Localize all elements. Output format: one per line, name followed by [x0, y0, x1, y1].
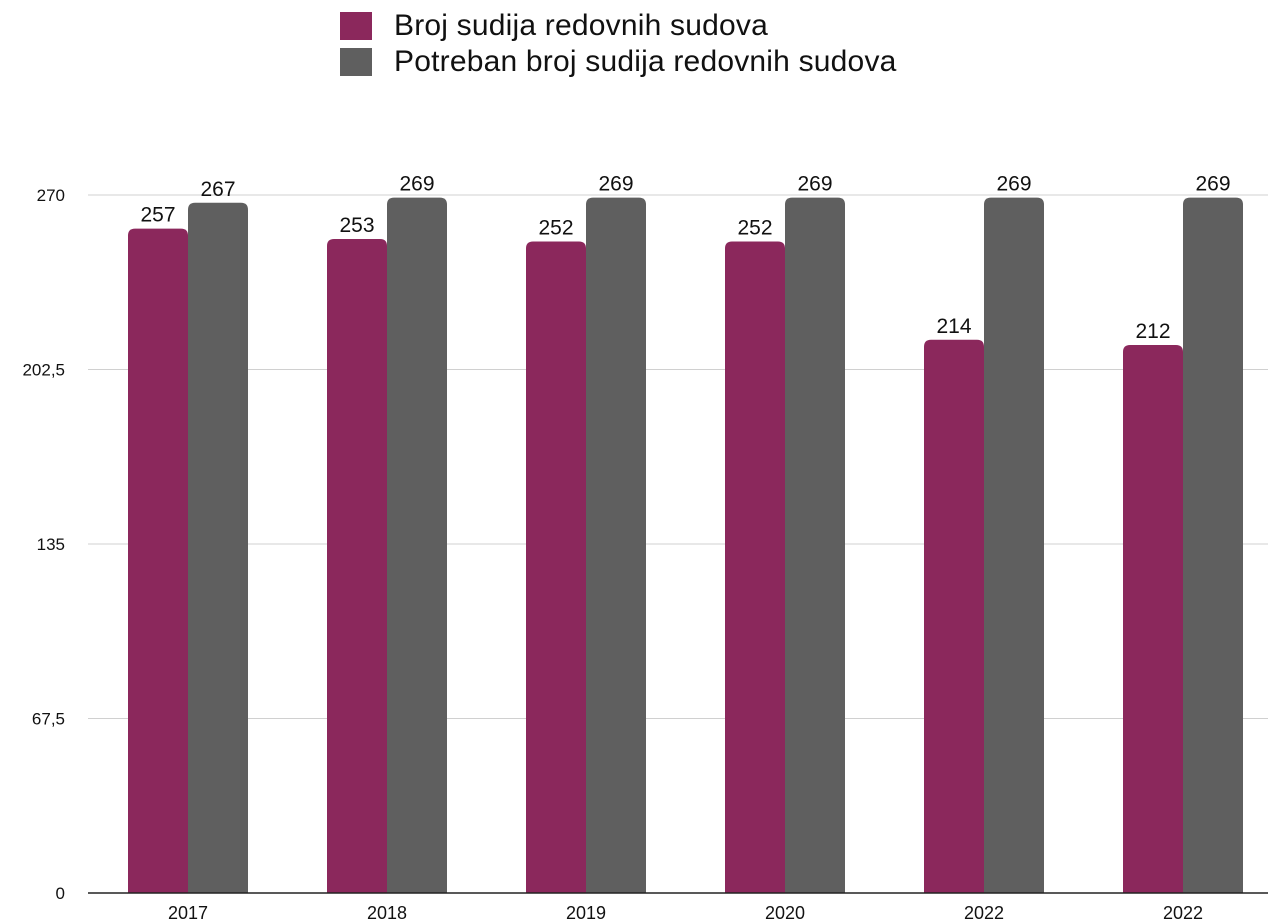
data-label: 269 [797, 173, 832, 196]
bar-series-2-2018 [387, 197, 447, 893]
bar-series-2-2020 [785, 197, 845, 893]
y-tick-label: 270 [37, 186, 65, 205]
x-tick-label: 2022 [964, 903, 1004, 923]
bar-series-1-2020 [725, 241, 785, 894]
bar-series-1-2019 [526, 241, 586, 894]
x-tick-label: 2022 [1163, 903, 1203, 923]
data-label: 257 [140, 204, 175, 227]
x-tick-label: 2017 [168, 903, 208, 923]
legend-swatch-series-2 [340, 48, 372, 76]
bar-series-1-2018 [327, 238, 387, 894]
x-tick-label: 2020 [765, 903, 805, 923]
legend: Broj sudija redovnih sudova Potreban bro… [340, 8, 897, 80]
legend-swatch-series-1 [340, 12, 372, 40]
data-label: 252 [538, 217, 573, 240]
y-tick-label: 67,5 [32, 710, 65, 729]
y-tick-label: 135 [37, 535, 65, 554]
y-tick-label: 202,5 [22, 361, 65, 380]
x-tick-label: 2019 [566, 903, 606, 923]
x-axis: 2017 2018 2019 2020 2022 2022 [88, 892, 1268, 923]
data-label: 212 [1135, 320, 1170, 343]
data-labels: 257 267 253 269 252 269 252 269 214 269 212 269 [140, 173, 1230, 343]
bar-series-1-2022 [1123, 344, 1183, 893]
data-label: 267 [200, 178, 235, 201]
grid-lines [88, 194, 1268, 719]
y-axis: 0 67,5 135 202,5 270 [22, 186, 65, 903]
bar-series-1-2022 [924, 339, 984, 893]
data-label: 269 [399, 173, 434, 196]
data-label: 214 [936, 315, 971, 338]
bar-series-2-2017 [188, 202, 248, 893]
bar-series-2-2022 [984, 197, 1044, 893]
x-tick-label: 2018 [367, 903, 407, 923]
data-label: 253 [339, 214, 374, 237]
bar-series-2-2022 [1183, 197, 1243, 893]
bars [128, 197, 1243, 894]
data-label: 252 [737, 217, 772, 240]
legend-label-series-2: Potreban broj sudija redovnih sudova [394, 45, 897, 78]
legend-item-series-1: Broj sudija redovnih sudova [340, 8, 897, 44]
data-label: 269 [996, 173, 1031, 196]
bar-series-2-2019 [586, 197, 646, 893]
data-label: 269 [1195, 173, 1230, 196]
data-label: 269 [598, 173, 633, 196]
bar-series-1-2017 [128, 228, 188, 893]
y-tick-label: 0 [56, 884, 65, 903]
legend-label-series-1: Broj sudija redovnih sudova [394, 9, 768, 42]
legend-item-series-2: Potreban broj sudija redovnih sudova [340, 44, 897, 80]
